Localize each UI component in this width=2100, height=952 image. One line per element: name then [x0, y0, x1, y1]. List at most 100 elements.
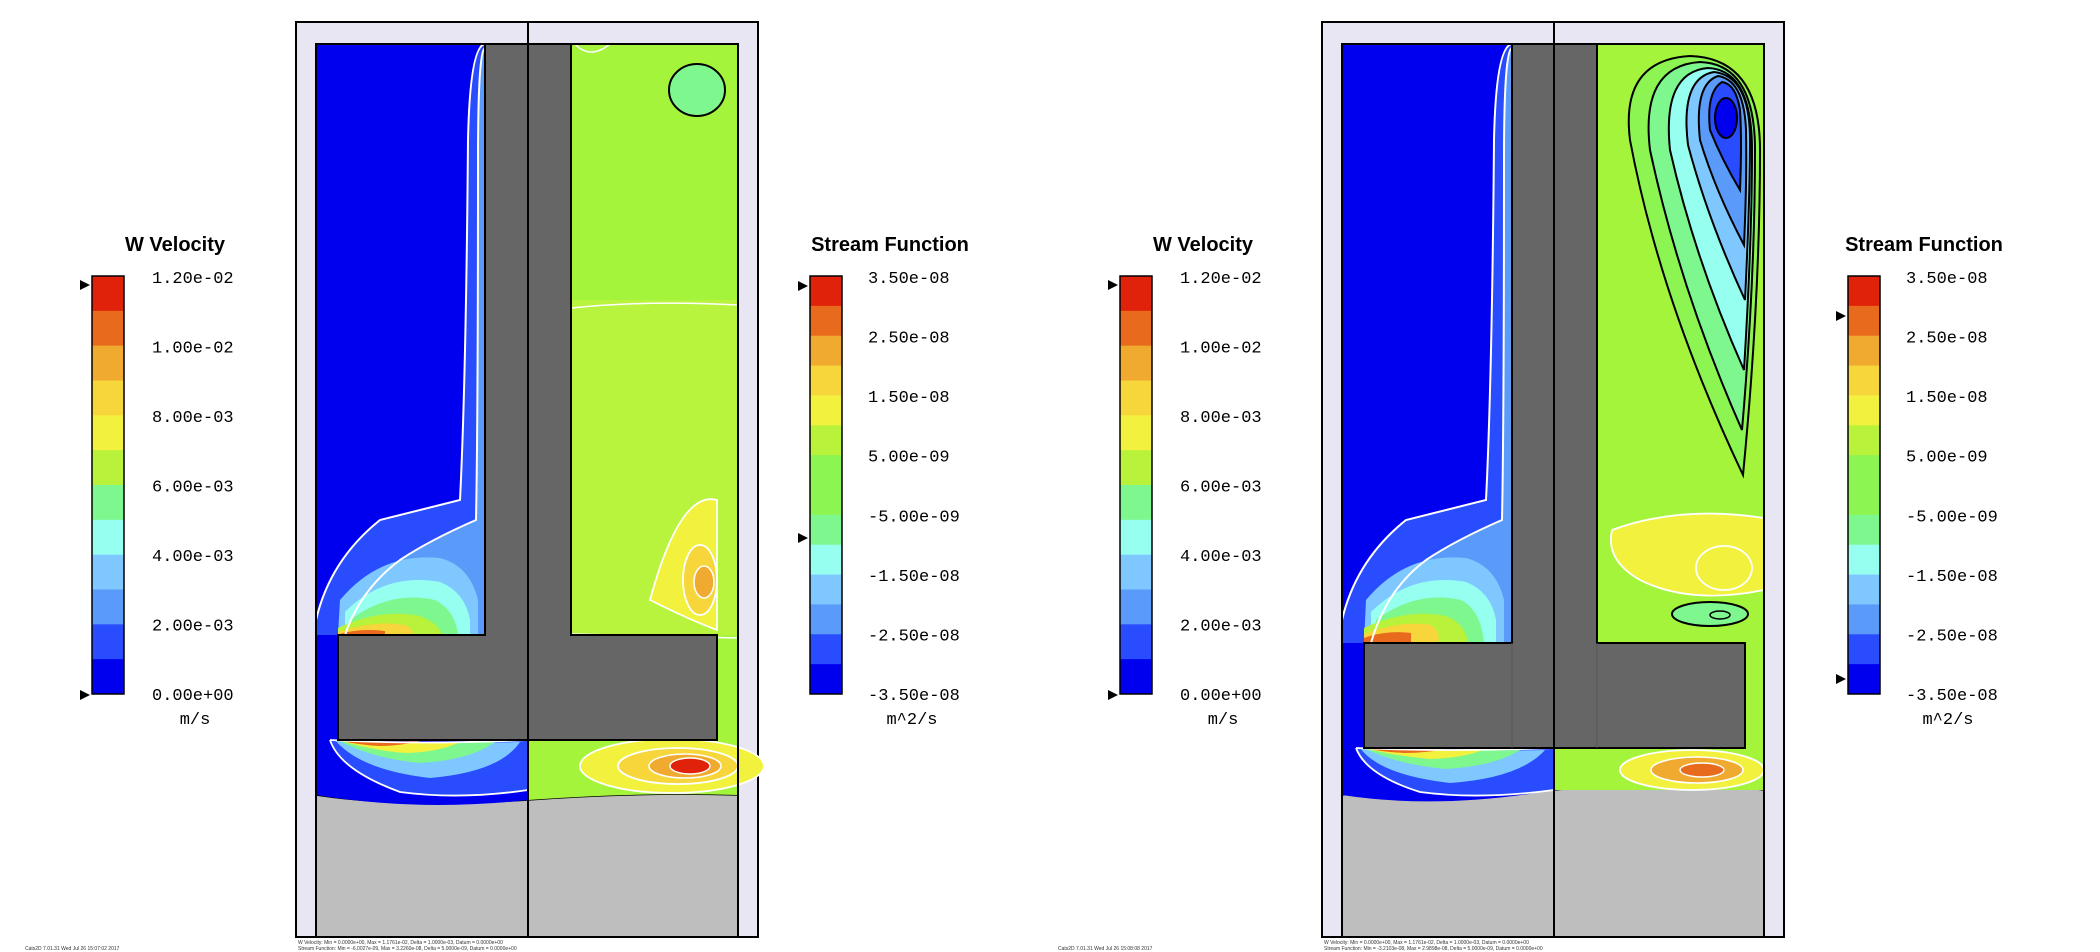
- footer-line-1: W Velocity: Min = 0.0000e+00, Max = 1.17…: [1324, 940, 1529, 946]
- sf-cell-bottom-4: [669, 757, 711, 775]
- colorbar-tick-label: 1.20e-02: [1180, 270, 1262, 289]
- colorbar-tick-label: 1.50e-08: [1906, 389, 1988, 408]
- colorbar-border: [91, 275, 125, 695]
- colorbar-tick-label: 0.00e+00: [1180, 687, 1262, 706]
- w-contour-line-1: [315, 43, 486, 621]
- colorbar-swatch: [1120, 450, 1152, 486]
- colorbar-swatch: [1848, 664, 1880, 695]
- sf-line-1: [570, 302, 739, 309]
- sf-cell-mid-3: [693, 565, 715, 599]
- footer-line-1: W Velocity: Min = 0.0000e+00, Max = 1.17…: [298, 940, 503, 946]
- max-marker-icon: [1108, 280, 1118, 290]
- colorbar-tick-label: 5.00e-09: [868, 449, 950, 468]
- w-velocity-ticks: 1.20e-02 1.00e-02 8.00e-03 6.00e-03 4.00e-03…: [152, 270, 234, 706]
- w-velocity-swatches: [91, 275, 125, 695]
- colorbar-swatch: [1120, 554, 1152, 590]
- colorbar-swatch: [810, 514, 842, 546]
- colorbar-tick-label: 2.50e-08: [868, 330, 950, 349]
- w-velocity-unit: m/s: [180, 711, 211, 730]
- colorbar-swatch: [1120, 485, 1152, 521]
- colorbar-swatch: [810, 425, 842, 456]
- colorbar-tick-label: -3.50e-08: [1906, 687, 1998, 706]
- colorbar-tick-label: -1.50e-08: [1906, 568, 1998, 587]
- colorbar-swatch: [810, 305, 842, 337]
- colorbar-border: [1847, 275, 1881, 695]
- stream-function-ticks: 3.50e-08 2.50e-08 1.50e-08 5.00e-09 -5.00e-0…: [868, 270, 960, 706]
- colorbar-tick-label: 8.00e-03: [1180, 409, 1262, 428]
- colorbar-tick-label: -1.50e-08: [868, 568, 960, 587]
- footer-left: Cats2D 7.01.31 Wed Jul 26 15:08:08 2017: [1058, 946, 1153, 952]
- sf-cell-mid-2: [1695, 545, 1753, 591]
- min-marker-icon: [798, 533, 808, 543]
- colorbar-swatch: [810, 604, 842, 635]
- colorbar-swatch: [1120, 276, 1152, 312]
- w-contour-2: [345, 48, 485, 635]
- footer-line-2: Stream Function: Min = -3.2103e-08, Max …: [1324, 946, 1543, 952]
- w-velocity-swatches: [1119, 275, 1153, 695]
- colorbar-swatch: [1848, 514, 1880, 546]
- colorbar-swatch: [92, 485, 124, 521]
- colorbar-swatch: [810, 574, 842, 605]
- colorbar-tick-label: -5.00e-09: [1906, 508, 1998, 527]
- colorbar-swatch: [1848, 574, 1880, 605]
- w-velocity-colorbar-2: W Velocity 1.20e-02 1.00e-02 8.00e-03 6.00e…: [1108, 234, 1262, 730]
- colorbar-swatch: [810, 276, 842, 307]
- colorbar-swatch: [1120, 589, 1152, 625]
- colorbar-swatch: [1120, 659, 1152, 695]
- stream-function-colorbar-1: Stream Function 3.50e-08 2.50e-08 1.50e-08…: [798, 234, 969, 730]
- sf-vortex-core: [1714, 97, 1738, 139]
- colorbar-swatch: [810, 395, 842, 426]
- colorbar-tick-label: 1.50e-08: [868, 389, 950, 408]
- colorbar-swatch: [92, 345, 124, 381]
- colorbar-swatch: [92, 589, 124, 625]
- colorbar-swatch: [92, 310, 124, 347]
- colorbar-swatch: [1848, 544, 1880, 576]
- colorbar-swatch: [92, 276, 124, 312]
- colorbar-swatch: [1120, 345, 1152, 381]
- colorbar-tick-label: 3.50e-08: [1906, 270, 1988, 289]
- colorbar-swatch: [810, 664, 842, 695]
- colorbar-swatch: [1848, 425, 1880, 456]
- flow-domain-1: [295, 21, 765, 938]
- colorbar-swatch: [92, 624, 124, 660]
- w-velocity-title: W Velocity: [1153, 234, 1254, 256]
- colorbar-tick-label: 2.00e-03: [1180, 618, 1262, 637]
- w-contour-line-1: [1341, 43, 1513, 621]
- colorbar-tick-label: -3.50e-08: [868, 687, 960, 706]
- colorbar-swatch: [92, 415, 124, 451]
- w-velocity-colorbar-1: W Velocity 1.20e-02 1.00e-02 8.00e-03 6.00e…: [80, 234, 234, 730]
- colorbar-swatch: [1848, 395, 1880, 426]
- colorbar-tick-label: 8.00e-03: [152, 409, 234, 428]
- flow-domain-2: [1321, 21, 1785, 938]
- colorbar-swatch: [92, 519, 124, 556]
- colorbar-swatch: [810, 365, 842, 396]
- colorbar-swatch: [810, 485, 842, 516]
- w-plume-line: [329, 739, 529, 797]
- stream-function-unit: m^2/s: [886, 711, 937, 730]
- colorbar-swatch: [92, 450, 124, 486]
- colorbar-swatch: [1848, 604, 1880, 635]
- colorbar-swatch: [1848, 305, 1880, 337]
- w-contour-8: [1364, 632, 1411, 643]
- stream-function-unit: m^2/s: [1922, 711, 1973, 730]
- colorbar-swatch: [810, 544, 842, 576]
- colorbar-tick-label: 5.00e-09: [1906, 449, 1988, 468]
- w-velocity-title: W Velocity: [125, 234, 226, 256]
- colorbar-tick-label: -5.00e-09: [868, 508, 960, 527]
- colorbar-swatch: [1848, 485, 1880, 516]
- min-marker-icon: [80, 690, 90, 700]
- colorbar-swatch: [810, 455, 842, 486]
- colorbar-swatch: [92, 380, 124, 416]
- colorbar-swatch: [1120, 310, 1152, 347]
- colorbar-swatch: [92, 554, 124, 590]
- colorbar-tick-label: 0.00e+00: [152, 687, 234, 706]
- colorbar-tick-label: 1.00e-02: [152, 340, 234, 359]
- colorbar-swatch: [810, 634, 842, 665]
- colorbar-tick-label: 1.20e-02: [152, 270, 234, 289]
- colorbar-border: [1119, 275, 1153, 695]
- stream-function-title: Stream Function: [1845, 234, 2003, 256]
- w-velocity-ticks: 1.20e-02 1.00e-02 8.00e-03 6.00e-03 4.00e-03…: [1180, 270, 1262, 706]
- colorbar-tick-label: 1.00e-02: [1180, 340, 1262, 359]
- colorbar-swatch: [1120, 624, 1152, 660]
